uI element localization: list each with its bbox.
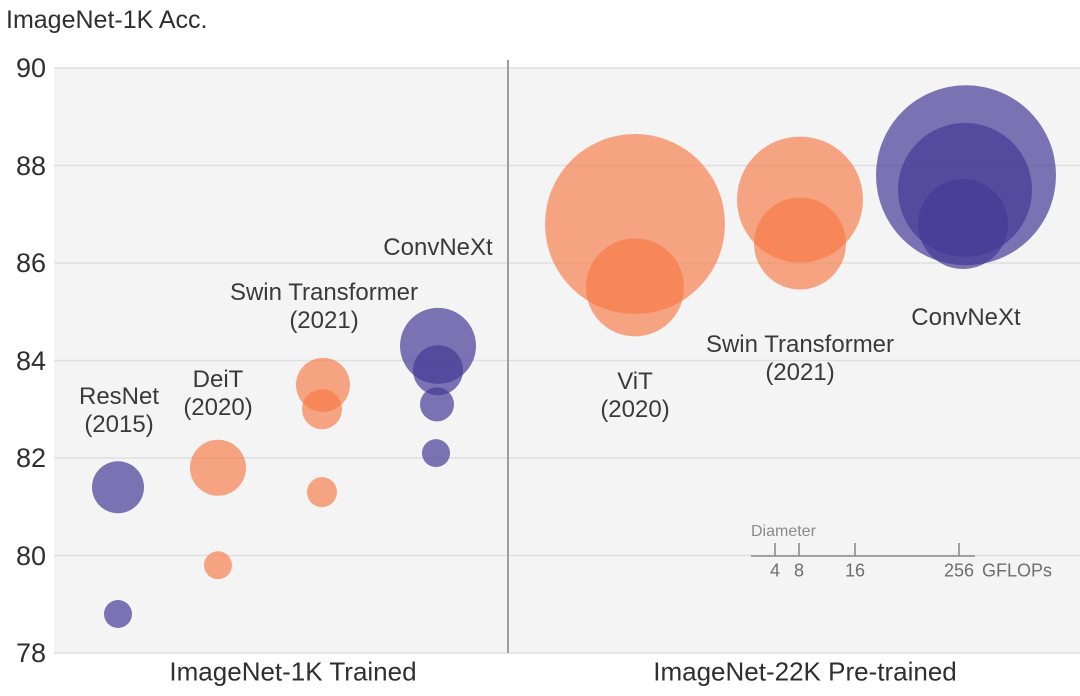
bubble-convnext-2	[420, 387, 454, 422]
model-label-vit-22k: ViT (2020)	[600, 368, 670, 423]
y-tick-label-84: 84	[15, 345, 46, 376]
y-tick-label-80: 80	[15, 540, 46, 571]
bubble-swin-transformer-2021-1	[754, 197, 846, 290]
model-label-swin-1k: Swin Transformer (2021)	[229, 279, 419, 334]
y-tick-label-82: 82	[15, 443, 46, 473]
bubble-convnext-1	[413, 345, 463, 396]
bubble-deit-2020-0	[190, 439, 246, 496]
size-legend-value-256: 256	[943, 560, 975, 581]
y-axis-title: ImageNet-1K Acc.	[6, 6, 208, 34]
bubble-convnext-2	[918, 179, 1008, 269]
y-tick-label-90: 90	[15, 53, 46, 83]
bubble-resnet-2015-1	[104, 600, 132, 628]
size-legend-value-8: 8	[793, 560, 805, 581]
bubble-convnext-3	[422, 439, 450, 468]
size-legend-marks	[751, 543, 975, 557]
y-tick-label-86: 86	[15, 248, 46, 278]
model-label-deit-1k: DeiT (2020)	[183, 366, 253, 421]
panel-label-0: ImageNet-1K Trained	[169, 656, 417, 687]
model-label-convnext-22k: ConvNeXt	[911, 304, 1021, 331]
bubble-deit-2020-1	[204, 551, 232, 580]
size-legend-value-4: 4	[769, 560, 781, 581]
size-legend-title: Diameter	[751, 523, 816, 540]
y-tick-label-88: 88	[15, 150, 46, 181]
bubble-swin-transformer-2021-2	[307, 477, 337, 508]
bubble-swin-transformer-2021-1	[302, 389, 342, 430]
model-label-convnext-1k: ConvNeXt	[383, 234, 493, 261]
bubbles	[92, 85, 1056, 628]
bubble-vit-2020-1	[586, 238, 684, 337]
model-label-resnet-1k: ResNet (2015)	[78, 383, 160, 438]
size-legend-value-16: 16	[844, 560, 866, 581]
size-legend-unit: GFLOPs	[982, 560, 1053, 581]
panel-label-1: ImageNet-22K Pre-trained	[653, 656, 957, 687]
bubble-resnet-2015-0	[92, 461, 144, 514]
model-label-swin-22k: Swin Transformer (2021)	[705, 331, 895, 386]
y-tick-label-78: 78	[15, 638, 46, 668]
